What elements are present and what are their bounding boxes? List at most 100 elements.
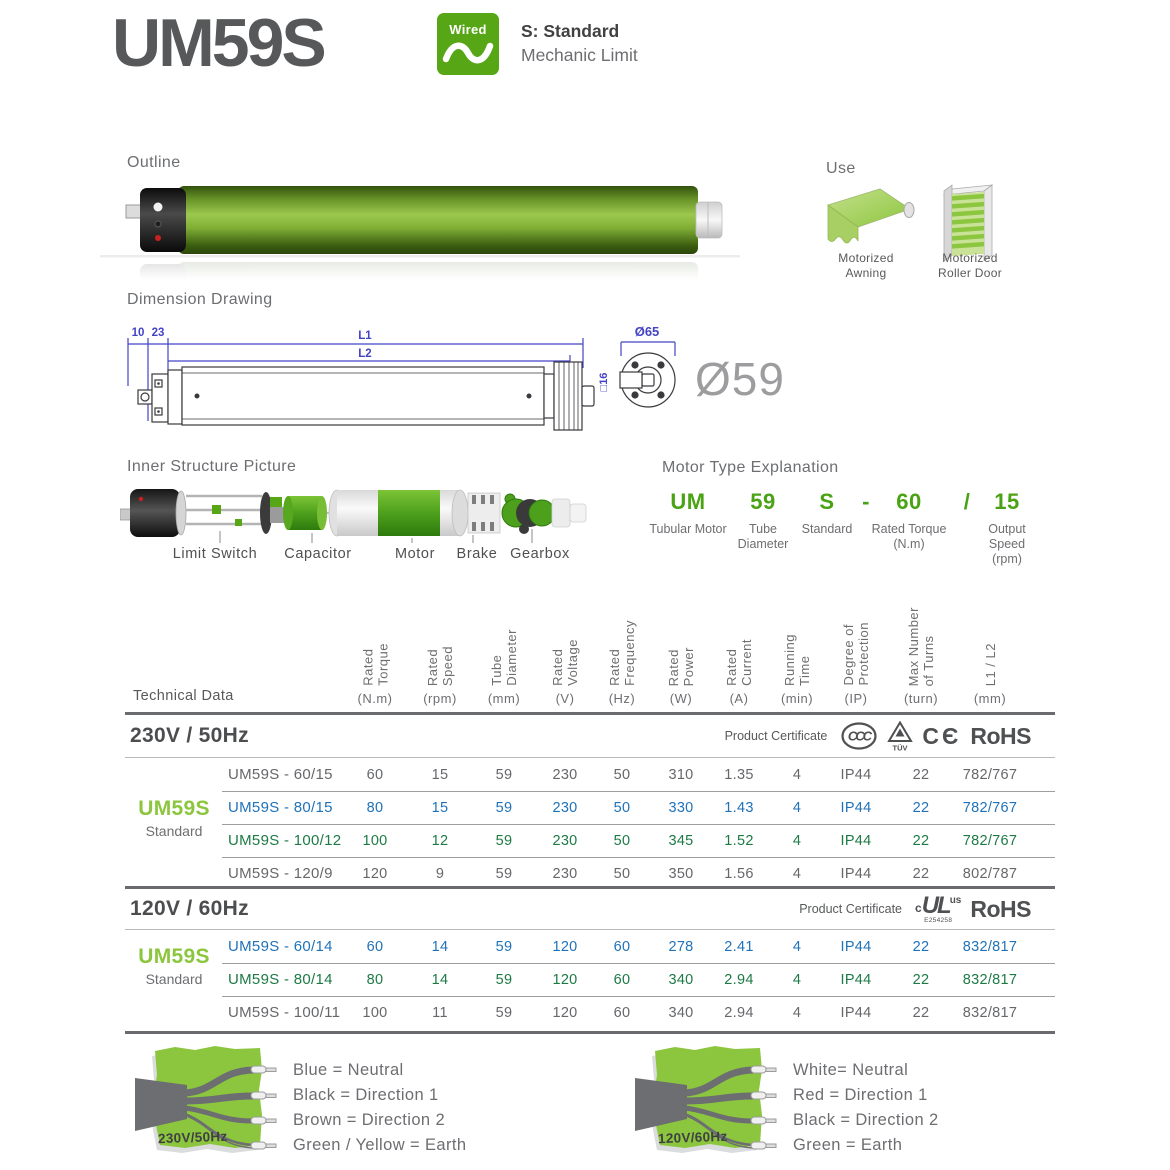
certificate-block: Product Certificate c UL us E254258 RoHS: [799, 894, 1055, 925]
table-row: UM59S - 80/15 80 15 59 230 50 330 1.43 4 IP44 22 78…: [125, 791, 1055, 824]
dim-label-l2: L2: [358, 348, 371, 360]
part-label: Brake: [456, 546, 498, 562]
group-sub: Standard: [145, 971, 203, 987]
group-sub: Standard: [145, 823, 203, 839]
wiring-graphic-230v: [135, 1045, 295, 1165]
subtitle-standard: S: Standard: [521, 21, 620, 41]
value-cell: 4: [792, 833, 802, 849]
motor-type-part: 15 Output Speed (rpm): [988, 489, 1026, 566]
value-cell: 15: [431, 800, 449, 816]
table-row: UM59S - 100/12 100 12 59 230 50 345 1.52 4 IP44 22…: [125, 824, 1055, 857]
rohs-icon: RoHS: [970, 722, 1031, 749]
value-cell: 50: [613, 767, 631, 783]
rows: UM59S - 60/15 60 15 59 230 50 310 1.35 4 IP44 22 78…: [125, 757, 1055, 890]
value-cell: 22: [912, 972, 930, 988]
value-cell: 59: [495, 767, 513, 783]
table-row: UM59S - 100/11 100 11 59 120 60 340 2.94 4 IP44 22…: [125, 996, 1055, 1029]
section-title-120v: 120V / 60Hz: [130, 897, 249, 920]
value-cell: 330: [668, 800, 694, 816]
value-cell: 4: [792, 866, 802, 882]
value-cell: 230: [552, 767, 578, 783]
cable-graphic: [135, 1078, 187, 1131]
value-cell: 22: [912, 866, 930, 882]
rows: UM59S - 60/14 60 14 59 120 60 278 2.41 4 IP44 22 83…: [125, 929, 1055, 1029]
section-230v: 230V / 50Hz Product Certificate CCC TÜV CЄ…: [125, 712, 1055, 889]
inner-structure-heading: Inner Structure Picture: [127, 458, 297, 475]
value-cell: 22: [912, 939, 930, 955]
value-cell: 4: [792, 800, 802, 816]
value-cell: 782/767: [962, 800, 1018, 816]
value-cell: IP44: [840, 800, 872, 816]
wiring-graphic-120v: [635, 1045, 795, 1165]
wire-label: White= Neutral: [793, 1061, 909, 1079]
motor-type-part: UM Tubular Motor: [649, 489, 727, 536]
section-title-230v: 230V / 50Hz: [130, 724, 249, 747]
model-cell: UM59S - 120/9: [228, 865, 333, 882]
subtitle-mechanic-limit: Mechanic Limit: [521, 45, 638, 65]
value-cell: 120: [552, 972, 578, 988]
value-cell: 50: [613, 866, 631, 882]
value-cell: 22: [912, 833, 930, 849]
model-cell: UM59S - 80/15: [228, 799, 333, 816]
value-cell: 60: [613, 1005, 631, 1021]
value-cell: 59: [495, 1005, 513, 1021]
value-cell: 832/817: [962, 939, 1018, 955]
inner-labels: Limit Switch Capacitor Motor Brake Gearbox: [120, 546, 600, 564]
value-cell: 22: [912, 1005, 930, 1021]
value-cell: 22: [912, 767, 930, 783]
value-cell: 80: [366, 800, 384, 816]
dim-label-10: 10: [132, 327, 145, 339]
column-header: Running Time (min): [780, 634, 814, 706]
dim-label-d65: Ø65: [635, 324, 660, 339]
value-cell: 340: [668, 1005, 694, 1021]
column-header: Rated Current (A): [724, 639, 754, 706]
value-cell: 100: [362, 1005, 388, 1021]
dimension-drawing-graphic: 10 23 L1 L2 Ø65 □16: [125, 318, 805, 448]
value-cell: 120: [362, 866, 388, 882]
value-cell: 340: [668, 972, 694, 988]
value-cell: 2.94: [724, 1005, 754, 1021]
inner-structure-graphic: [119, 483, 600, 550]
value-cell: 14: [431, 939, 449, 955]
wire-label: Black = Direction 1: [293, 1086, 439, 1104]
table-row: UM59S - 60/14 60 14 59 120 60 278 2.41 4 IP44 22 83…: [125, 930, 1055, 963]
table-title: Technical Data: [133, 688, 234, 704]
dim-label-sq16: □16: [598, 373, 610, 392]
motor-type-part: /: [963, 489, 971, 514]
value-cell: 14: [431, 972, 449, 988]
group-label: UM59S Standard: [127, 945, 221, 987]
value-cell: 4: [792, 972, 802, 988]
wire-label: Black = Direction 2: [793, 1111, 939, 1129]
column-header: Rated Frequency (Hz): [607, 620, 637, 706]
value-cell: 120: [552, 939, 578, 955]
motor-type-part: 60 Rated Torque (N.m): [871, 489, 947, 551]
value-cell: 59: [495, 833, 513, 849]
dim-label-l1: L1: [358, 330, 372, 342]
model-cell: UM59S - 80/14: [228, 971, 333, 988]
use-label-roller-door: Motorized Roller Door: [938, 251, 1002, 280]
section-120v: 120V / 60Hz Product Certificate c UL us E25…: [125, 886, 1055, 1034]
use-label-awning: Motorized Awning: [838, 251, 894, 280]
value-cell: 782/767: [962, 767, 1018, 783]
value-cell: IP44: [840, 1005, 872, 1021]
page-title: UM59S: [112, 5, 327, 81]
part-label: Limit Switch: [172, 546, 258, 562]
value-cell: 345: [668, 833, 694, 849]
column-header: Rated Speed (rpm): [423, 645, 457, 706]
wire-label: Green = Earth: [793, 1136, 903, 1154]
diameter-59-label: Ø59: [695, 353, 785, 405]
value-cell: 120: [552, 1005, 578, 1021]
value-cell: 2.94: [724, 972, 754, 988]
value-cell: 9: [435, 866, 445, 882]
wire-label: Green / Yellow = Earth: [293, 1136, 467, 1154]
value-cell: 50: [613, 833, 631, 849]
value-cell: 100: [362, 833, 388, 849]
column-header: Tube Diameter (mm): [487, 629, 521, 706]
value-cell: 4: [792, 939, 802, 955]
value-cell: 22: [912, 800, 930, 816]
value-cell: 59: [495, 972, 513, 988]
value-cell: IP44: [840, 972, 872, 988]
value-cell: 278: [668, 939, 694, 955]
certificates: c UL us E254258 RoHS: [915, 894, 1031, 925]
certificate-block: Product Certificate CCC TÜV CЄ RoHS: [725, 720, 1055, 752]
